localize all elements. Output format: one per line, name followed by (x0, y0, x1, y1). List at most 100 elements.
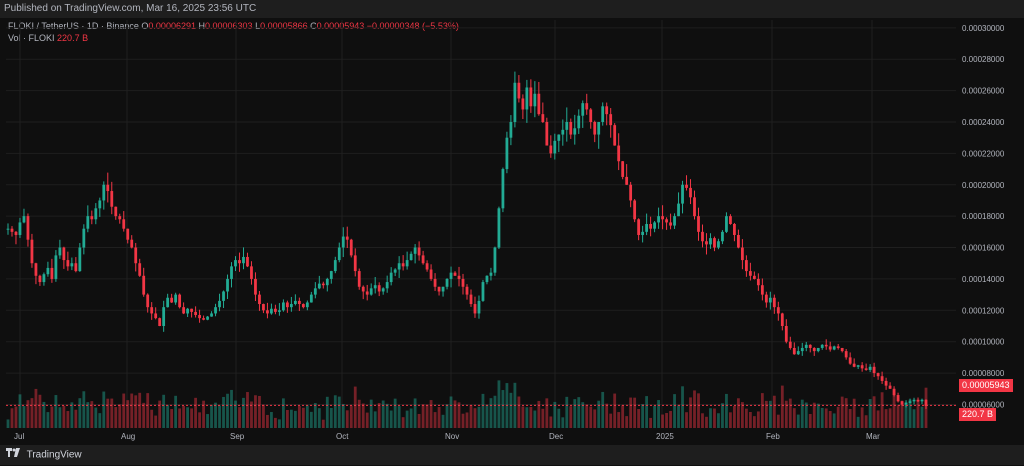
volume-bar (760, 393, 764, 428)
candle-body (461, 278, 465, 287)
candle-body (800, 347, 804, 352)
volume-bar (234, 400, 237, 428)
volume-bar (493, 395, 497, 428)
candle-body (880, 376, 884, 381)
volume-bar (182, 405, 186, 428)
candle-body (297, 300, 301, 305)
candle-body (912, 399, 916, 402)
volume-bar (66, 411, 70, 428)
candle-body (78, 247, 82, 272)
symbol-label[interactable]: FLOKI / TetherUS · 1D · Binance (8, 21, 139, 31)
volume-bar (717, 413, 720, 428)
candle-body (102, 184, 106, 201)
volume-bar (601, 391, 605, 428)
brand-name[interactable]: TradingView (26, 449, 82, 461)
candle-body (150, 307, 154, 314)
candle-body (489, 272, 493, 276)
price-tick-label: 0.00024000 (962, 118, 1005, 127)
volume-bar (669, 410, 672, 428)
volume-bar (10, 408, 14, 428)
volume-bar (780, 385, 784, 428)
volume-bar (341, 403, 345, 428)
volume-bar (581, 402, 585, 428)
volume-bar (214, 402, 217, 428)
volume-bar (266, 414, 269, 428)
candle-body (417, 247, 421, 256)
volume-bar (449, 396, 453, 428)
time-tick-label: 2025 (656, 432, 674, 441)
candle-body (812, 347, 816, 352)
price-tick-label: 0.00008000 (962, 369, 1005, 378)
candle-body (768, 297, 772, 303)
tradingview-logo-icon[interactable] (6, 445, 20, 465)
candle-body (94, 208, 98, 220)
candle-body (733, 224, 736, 235)
volume-bar (34, 388, 38, 428)
candle-body (816, 347, 820, 352)
candle-body (577, 115, 581, 129)
volume-bar (541, 408, 545, 428)
candle-body (397, 263, 401, 270)
volume-bar (150, 409, 154, 428)
volume-bar (573, 399, 577, 428)
candle-body (669, 222, 672, 226)
candle-body (262, 304, 265, 311)
candle-body (341, 236, 345, 248)
volume-bar (309, 411, 313, 428)
volume-bar (625, 416, 629, 428)
candle-body (677, 203, 680, 217)
candle-body (369, 288, 373, 295)
volume-bar (657, 400, 660, 428)
volume-bar (605, 403, 609, 428)
candle-body (589, 109, 593, 122)
volume-bar (86, 402, 90, 428)
candle-body (561, 129, 565, 135)
volume-bar (768, 400, 772, 428)
candle-body (445, 278, 449, 287)
candle-body (661, 216, 664, 220)
candle-body (54, 255, 58, 279)
candle-body (828, 346, 832, 350)
candle-body (86, 216, 90, 229)
price-tick-label: 0.00026000 (962, 87, 1005, 96)
candle-body (66, 260, 70, 267)
candle-body (764, 294, 768, 303)
candle-body (178, 294, 182, 308)
volume-bar (62, 405, 66, 428)
candle-body (345, 236, 349, 240)
volume-bar (864, 415, 868, 428)
candle-body (142, 275, 146, 295)
volume-bar (238, 407, 241, 428)
volume-bar (725, 393, 728, 428)
candle-body (780, 313, 784, 326)
candle-body (864, 368, 868, 370)
volume-bar (58, 407, 62, 428)
volume-bar (397, 406, 401, 428)
candle-body (38, 275, 42, 283)
candle-body (641, 231, 645, 235)
candle-body (413, 247, 417, 254)
candle-body (421, 255, 425, 264)
candle-body (908, 401, 912, 403)
candle-body (721, 231, 724, 242)
candle-body (497, 208, 501, 248)
candle-body (226, 278, 229, 292)
volume-bar (848, 409, 852, 428)
volume-bar (617, 412, 621, 428)
volume-bar (441, 414, 445, 428)
volume-bar (377, 403, 381, 428)
candle-body (529, 87, 533, 107)
volume-bar (178, 408, 182, 428)
price-chart[interactable]: 0.00030000 0.00028000 0.00026000 0.00024000… (0, 18, 1024, 445)
candle-body (888, 385, 892, 389)
candle-body (689, 187, 692, 198)
volume-bar (6, 419, 10, 428)
volume-bar (453, 400, 457, 428)
volume-bar (457, 402, 461, 428)
candle-body (804, 344, 808, 348)
volume-bar (784, 400, 788, 428)
candle-body (525, 87, 529, 110)
price-tick-label: 0.00012000 (962, 306, 1005, 315)
candle-body (405, 260, 409, 267)
volume-label[interactable]: Vol · FLOKI (8, 33, 55, 43)
